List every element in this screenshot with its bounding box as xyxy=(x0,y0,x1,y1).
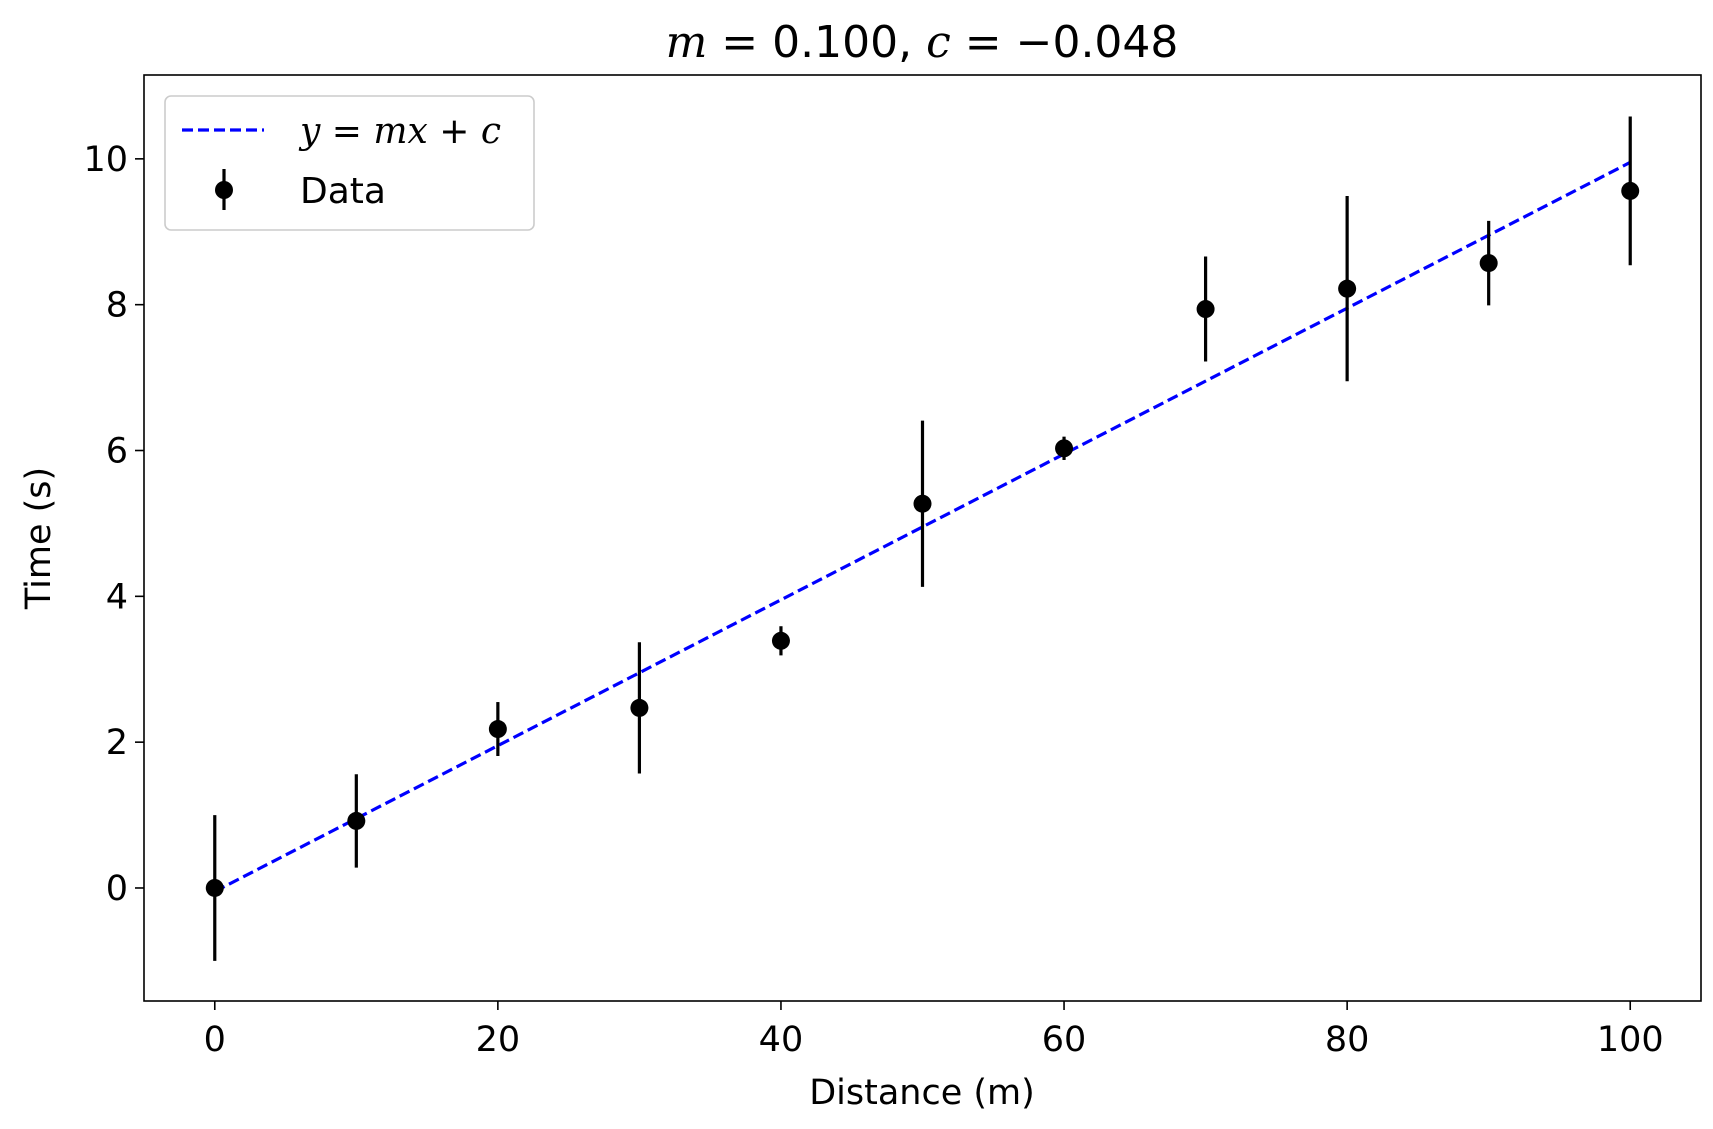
data-point xyxy=(205,878,224,897)
legend-label-data: Data xyxy=(300,171,386,212)
x-tick-label: 40 xyxy=(759,1020,804,1060)
x-tick-label: 80 xyxy=(1325,1020,1370,1060)
data-point xyxy=(913,494,932,513)
data-point xyxy=(630,698,649,717)
legend: y = mx + c Data xyxy=(164,95,535,231)
data-point xyxy=(771,631,790,650)
data-point xyxy=(1479,254,1498,273)
y-tick-label: 0 xyxy=(106,869,128,909)
x-tick-label: 60 xyxy=(1042,1020,1087,1060)
data-point xyxy=(1338,279,1357,298)
x-tick-label: 100 xyxy=(1597,1020,1664,1060)
fit-line xyxy=(214,160,1631,893)
x-tick-label: 0 xyxy=(204,1020,226,1060)
y-tick-label: 8 xyxy=(106,286,128,326)
y-axis-label: Time (s) xyxy=(19,467,59,610)
y-tick-label: 2 xyxy=(106,723,128,763)
x-axis-label: Distance (m) xyxy=(809,1073,1035,1113)
legend-label-fit: y = mx + c xyxy=(298,111,501,152)
data-point xyxy=(1196,300,1215,319)
data-point xyxy=(1055,439,1074,458)
x-axis: 0 20 40 60 80 100 xyxy=(204,1001,1664,1060)
legend-frame xyxy=(164,95,535,231)
x-tick-label: 20 xyxy=(476,1020,521,1060)
plot-area xyxy=(205,116,1640,961)
y-tick-label: 6 xyxy=(106,432,128,472)
data-point xyxy=(1621,181,1640,200)
y-tick-label: 4 xyxy=(106,577,128,617)
y-tick-label: 10 xyxy=(83,140,128,180)
y-axis: 0 2 4 6 8 10 xyxy=(83,140,144,909)
data-point xyxy=(488,720,507,739)
chart-title: m = 0.100, c = −0.048 xyxy=(666,17,1179,68)
axes-frame xyxy=(143,74,1702,1002)
legend-marker-point xyxy=(215,181,233,199)
data-point xyxy=(347,811,366,830)
